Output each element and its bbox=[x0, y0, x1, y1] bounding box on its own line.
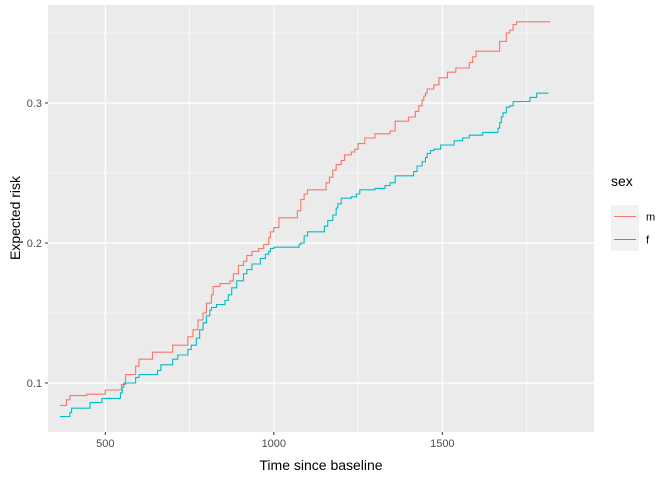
x-axis: 500 1000 1500 bbox=[96, 432, 455, 450]
legend-label-m: m bbox=[646, 212, 655, 224]
y-axis-title: Expected risk bbox=[7, 175, 23, 260]
x-tick-label: 500 bbox=[96, 438, 114, 450]
series-line-f bbox=[59, 92, 549, 418]
series-lines bbox=[59, 21, 551, 418]
y-axis: 0.1 0.2 0.3 bbox=[27, 98, 48, 390]
x-tick-label: 1500 bbox=[430, 438, 454, 450]
legend-title: sex bbox=[611, 173, 633, 189]
x-tick-label: 1000 bbox=[262, 438, 286, 450]
series-line-m bbox=[59, 21, 551, 406]
y-tick-label: 0.2 bbox=[27, 238, 42, 250]
plot-panel bbox=[48, 5, 594, 432]
y-tick-label: 0.3 bbox=[27, 98, 42, 110]
legend: sex mf bbox=[611, 173, 655, 251]
major-gridlines bbox=[48, 5, 594, 432]
minor-gridlines bbox=[48, 5, 594, 432]
x-axis-title: Time since baseline bbox=[259, 457, 382, 473]
legend-label-f: f bbox=[646, 235, 650, 247]
y-tick-label: 0.1 bbox=[27, 378, 42, 390]
